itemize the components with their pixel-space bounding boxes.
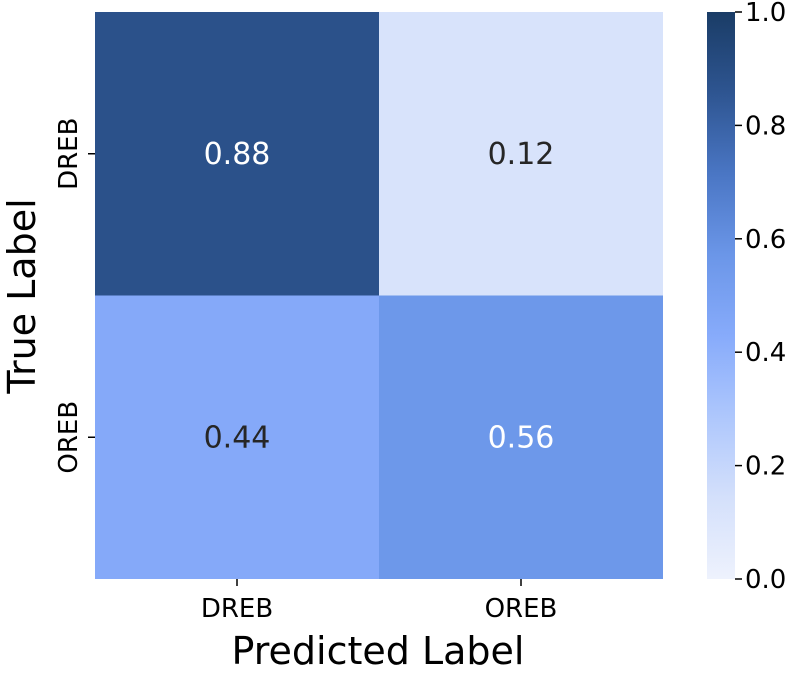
y-axis-ticks: DREB OREB [54,118,95,474]
heatmap-cell [95,295,379,579]
heatmap-cell [379,12,663,296]
cell-value-label: 0.44 [204,420,271,455]
heatmap-cell [95,12,379,296]
colorbar-tick-label: 1.0 [745,0,786,28]
x-tick-label: OREB [485,594,558,624]
colorbar-tick-label: 0.6 [745,225,786,255]
heatmap-cell [379,295,663,579]
colorbar: 0.0 0.2 0.4 0.6 0.8 1.0 [707,0,786,595]
cell-value-label: 0.88 [204,137,271,172]
x-axis-ticks: DREB OREB [201,579,558,624]
heatmap-cells: 0.88 0.12 0.44 0.56 [95,12,663,579]
colorbar-tick-label: 0.2 [745,452,786,482]
cell-value-label: 0.56 [488,420,555,455]
colorbar-gradient [707,12,735,579]
y-tick-label: DREB [54,118,84,190]
x-axis-title: Predicted Label [232,629,525,673]
colorbar-tick-label: 0.8 [745,111,786,141]
colorbar-tick-label: 0.4 [745,338,786,368]
y-axis-title: True Label [0,198,44,394]
y-tick-label: OREB [54,401,84,474]
x-tick-label: DREB [201,594,273,624]
cell-value-label: 0.12 [488,137,555,172]
colorbar-tick-label: 0.0 [745,565,786,595]
